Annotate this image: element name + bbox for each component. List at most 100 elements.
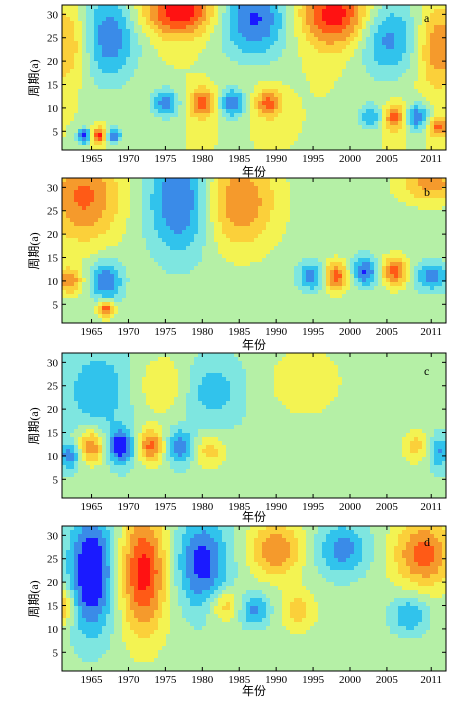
- heatmap-cell: [378, 77, 383, 82]
- heatmap-cell: [158, 97, 163, 102]
- heatmap-cell: [134, 113, 139, 118]
- heatmap-cell: [354, 137, 359, 142]
- heatmap-cell: [346, 129, 351, 134]
- heatmap-cell: [310, 113, 315, 118]
- heatmap-cell: [146, 129, 151, 134]
- heatmap-cell: [346, 41, 351, 46]
- heatmap-cell: [234, 53, 239, 58]
- heatmap-cell: [434, 85, 439, 90]
- heatmap-cell: [330, 97, 335, 102]
- heatmap-cell: [198, 45, 203, 50]
- heatmap-cell: [222, 13, 227, 18]
- heatmap-cell: [386, 190, 391, 195]
- heatmap-cell: [326, 230, 331, 235]
- heatmap-cell: [402, 194, 407, 199]
- heatmap-cell: [114, 37, 119, 42]
- heatmap-cell: [294, 121, 299, 126]
- heatmap-cell: [342, 137, 347, 142]
- heatmap-cell: [406, 194, 411, 199]
- heatmap-cell: [230, 129, 235, 134]
- heatmap-cell: [438, 125, 443, 130]
- heatmap-cell: [390, 113, 395, 118]
- heatmap-cell: [406, 210, 411, 215]
- heatmap-cell: [274, 109, 279, 114]
- heatmap-cell: [110, 41, 115, 46]
- heatmap-cell: [142, 65, 147, 70]
- heatmap-cell: [302, 105, 307, 110]
- heatmap-cell: [338, 105, 343, 110]
- heatmap-cell: [238, 105, 243, 110]
- heatmap-cell: [182, 121, 187, 126]
- heatmap-cell: [94, 45, 99, 50]
- heatmap-cell: [198, 97, 203, 102]
- heatmap-cell: [122, 37, 127, 42]
- heatmap-cell: [130, 65, 135, 70]
- heatmap-cell: [366, 141, 371, 146]
- heatmap-cell: [410, 89, 415, 94]
- heatmap-cell: [110, 210, 115, 215]
- heatmap-cell: [102, 37, 107, 42]
- heatmap-cell: [266, 65, 271, 70]
- heatmap-cell: [138, 194, 143, 199]
- heatmap-cell: [78, 129, 83, 134]
- heatmap-cell: [430, 25, 435, 30]
- heatmap-cell: [118, 202, 123, 207]
- heatmap-cell: [298, 93, 303, 98]
- heatmap-cell: [294, 9, 299, 14]
- heatmap-cell: [362, 13, 367, 18]
- heatmap-cell: [406, 85, 411, 90]
- heatmap-cell: [138, 101, 143, 106]
- heatmap-cell: [86, 5, 91, 10]
- heatmap-cell: [398, 49, 403, 54]
- heatmap-cell: [374, 21, 379, 26]
- heatmap-cell: [294, 89, 299, 94]
- heatmap-cell: [426, 17, 431, 22]
- heatmap-cell: [194, 77, 199, 82]
- heatmap-cell: [122, 121, 127, 126]
- heatmap-cell: [282, 182, 287, 187]
- heatmap-cell: [290, 214, 295, 219]
- heatmap-cell: [370, 117, 375, 122]
- heatmap-cell: [62, 53, 67, 58]
- heatmap-cell: [394, 145, 399, 150]
- heatmap-cell: [86, 69, 91, 74]
- heatmap-cell: [382, 226, 387, 231]
- heatmap-cell: [74, 145, 79, 150]
- heatmap-cell: [222, 97, 227, 102]
- heatmap-cell: [222, 61, 227, 66]
- heatmap-cell: [226, 9, 231, 14]
- heatmap-cell: [274, 129, 279, 134]
- heatmap-cell: [330, 41, 335, 46]
- heatmap-cell: [62, 5, 67, 10]
- heatmap-cell: [330, 194, 335, 199]
- heatmap-cell: [378, 198, 383, 203]
- heatmap-cell: [354, 37, 359, 42]
- heatmap-cell: [122, 133, 127, 138]
- heatmap-cell: [422, 202, 427, 207]
- heatmap-cell: [406, 49, 411, 54]
- heatmap-cell: [182, 73, 187, 78]
- heatmap-cell: [358, 57, 363, 62]
- heatmap-cell: [434, 178, 439, 183]
- heatmap-cell: [342, 21, 347, 26]
- heatmap-cell: [322, 73, 327, 78]
- heatmap-cell: [230, 37, 235, 42]
- heatmap-cell: [382, 81, 387, 86]
- heatmap-cell: [406, 218, 411, 223]
- heatmap-cell: [250, 45, 255, 50]
- heatmap-cell: [274, 230, 279, 235]
- heatmap-cell: [246, 234, 251, 239]
- heatmap-cell: [66, 65, 71, 70]
- heatmap-cell: [94, 97, 99, 102]
- heatmap-cell: [302, 13, 307, 18]
- heatmap-cell: [166, 113, 171, 118]
- heatmap-cell: [138, 117, 143, 122]
- heatmap-cell: [294, 13, 299, 18]
- heatmap-cell: [158, 25, 163, 30]
- heatmap-cell: [134, 105, 139, 110]
- heatmap-cell: [178, 218, 183, 223]
- heatmap-cell: [182, 97, 187, 102]
- heatmap-cell: [294, 85, 299, 90]
- heatmap-cell: [394, 117, 399, 122]
- heatmap-cell: [194, 93, 199, 98]
